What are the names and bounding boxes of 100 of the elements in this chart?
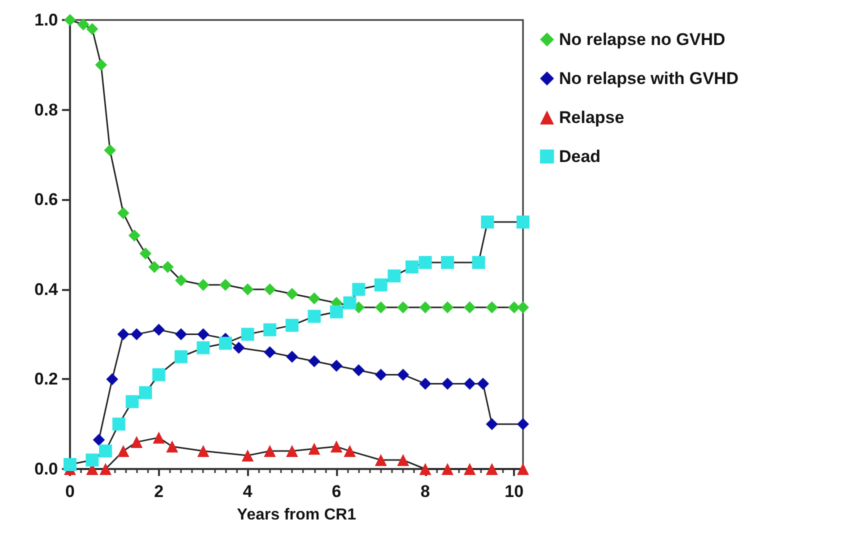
point xyxy=(508,301,520,314)
x-tick-label: 2 xyxy=(154,482,164,501)
point xyxy=(486,301,498,314)
point xyxy=(152,432,165,444)
point xyxy=(486,463,498,475)
point xyxy=(343,296,356,310)
point xyxy=(442,463,454,475)
point xyxy=(308,442,320,455)
point xyxy=(330,305,343,318)
point xyxy=(232,342,245,354)
point xyxy=(197,445,210,458)
point xyxy=(419,463,432,475)
x-tick-label: 6 xyxy=(332,482,342,501)
point xyxy=(242,283,254,296)
point xyxy=(374,278,388,292)
point xyxy=(162,260,174,273)
x-tick-label: 8 xyxy=(420,482,430,501)
point xyxy=(374,454,387,466)
point xyxy=(99,444,112,458)
y-tick-label: 1.0 xyxy=(34,10,58,30)
point xyxy=(128,230,140,242)
point xyxy=(175,328,188,340)
point xyxy=(418,256,432,269)
point xyxy=(140,247,152,260)
point xyxy=(517,301,529,314)
x-axis-title: Years from CR1 xyxy=(236,506,356,524)
point xyxy=(197,328,210,340)
point xyxy=(352,282,366,296)
legend-label: No relapse no GVHD xyxy=(559,30,726,49)
point xyxy=(464,378,476,390)
point xyxy=(464,301,476,314)
point xyxy=(152,324,165,336)
legend-label: No relapse with GVHD xyxy=(559,69,738,88)
point xyxy=(77,18,90,30)
point xyxy=(152,368,166,382)
x-tick-label: 0 xyxy=(65,482,75,501)
point xyxy=(286,318,299,332)
point xyxy=(264,445,276,458)
point xyxy=(477,378,490,390)
point xyxy=(196,341,210,354)
point xyxy=(308,292,320,304)
point xyxy=(286,288,298,300)
point xyxy=(130,436,143,448)
y-tick-label: 0.6 xyxy=(34,190,58,210)
point xyxy=(442,378,454,390)
point xyxy=(397,454,410,466)
point xyxy=(112,418,126,431)
point xyxy=(264,346,276,358)
point xyxy=(218,336,232,350)
x-tick-label: 10 xyxy=(504,482,524,501)
point xyxy=(139,386,152,400)
y-tick-label: 0.2 xyxy=(34,370,58,389)
point xyxy=(405,260,418,274)
point xyxy=(106,373,118,386)
y-tick-label: 0.8 xyxy=(34,100,58,120)
point xyxy=(286,350,298,363)
point xyxy=(117,328,130,340)
point xyxy=(104,144,116,156)
point xyxy=(174,350,188,364)
point xyxy=(241,328,254,341)
point xyxy=(126,395,139,408)
point xyxy=(264,283,276,296)
point xyxy=(308,355,320,368)
point xyxy=(100,463,112,475)
point xyxy=(166,440,178,453)
point xyxy=(472,256,486,269)
point xyxy=(464,463,476,475)
point xyxy=(517,463,529,475)
point xyxy=(374,301,387,314)
x-tick-label: 4 xyxy=(242,482,253,501)
point xyxy=(117,445,130,458)
point xyxy=(92,434,105,446)
point xyxy=(86,454,99,467)
y-tick-label: 0.4 xyxy=(34,280,59,299)
point xyxy=(419,301,432,314)
point xyxy=(397,368,410,381)
point xyxy=(86,22,98,35)
point xyxy=(130,328,143,340)
point xyxy=(197,278,210,291)
point xyxy=(517,418,529,430)
point xyxy=(352,364,365,376)
point xyxy=(148,260,160,273)
legend-label: Relapse xyxy=(559,108,624,127)
point xyxy=(442,301,454,314)
point xyxy=(286,445,298,458)
y-tick-label: 0.0 xyxy=(34,460,58,478)
point xyxy=(117,207,130,220)
point xyxy=(95,58,108,71)
point xyxy=(388,269,401,282)
point xyxy=(263,323,276,336)
point xyxy=(374,368,387,381)
point xyxy=(480,216,494,229)
point xyxy=(242,450,254,462)
point xyxy=(344,445,356,458)
point xyxy=(330,360,342,372)
point xyxy=(175,274,188,286)
point xyxy=(219,278,232,291)
legend-label: Dead xyxy=(559,147,601,166)
point xyxy=(516,216,530,229)
point xyxy=(330,440,342,453)
